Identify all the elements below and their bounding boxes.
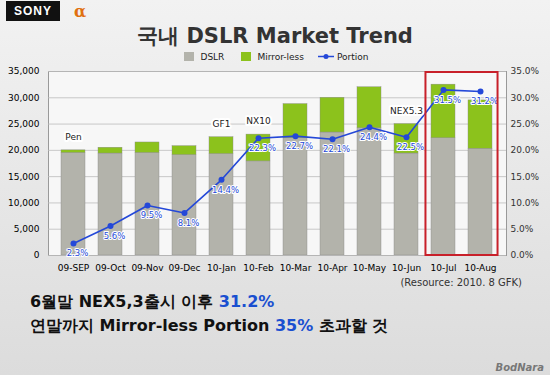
svg-text:10,000: 10,000 [8, 198, 40, 208]
svg-text:09-Dec: 09-Dec [168, 263, 200, 273]
svg-text:25.0%: 25.0% [511, 119, 540, 129]
svg-text:10-Apr: 10-Apr [317, 263, 347, 273]
svg-text:5.0%: 5.0% [511, 224, 534, 234]
svg-text:9.5%: 9.5% [141, 210, 163, 220]
svg-text:24.4%: 24.4% [360, 132, 387, 142]
svg-text:10-Mar: 10-Mar [280, 263, 312, 273]
svg-text:09-SEP: 09-SEP [58, 263, 90, 273]
svg-text:10-Jan: 10-Jan [207, 263, 236, 273]
svg-text:NX10: NX10 [246, 116, 271, 126]
svg-text:GF1: GF1 [213, 119, 231, 129]
svg-text:10-Jul: 10-Jul [430, 263, 456, 273]
svg-text:10-Jun: 10-Jun [392, 263, 421, 273]
svg-text:35.0%: 35.0% [511, 66, 540, 76]
html-text:Portion: Portion [337, 51, 369, 62]
svg-text:22.3%: 22.3% [249, 143, 276, 153]
html-text:Mirror-less: Mirror-less [257, 51, 304, 62]
svg-text:31.5%: 31.5% [434, 95, 461, 105]
svg-text:0: 0 [34, 250, 40, 260]
svg-text:09-Nov: 09-Nov [131, 263, 164, 273]
svg-text:0.0%: 0.0% [511, 250, 534, 260]
svg-text:22.1%: 22.1% [323, 144, 350, 154]
svg-text:20.0%: 20.0% [511, 145, 540, 155]
svg-text:25,000: 25,000 [8, 119, 40, 129]
svg-text:20,000: 20,000 [8, 145, 40, 155]
svg-text:2.3%: 2.3% [67, 248, 89, 258]
svg-text:09-Oct: 09-Oct [95, 263, 126, 273]
svg-text:30.0%: 30.0% [511, 93, 540, 103]
html-text:국내 DSLR Market Trend: 국내 DSLR Market Trend [137, 24, 413, 48]
svg-text:35,000: 35,000 [8, 66, 40, 76]
svg-text:8.1%: 8.1% [178, 218, 200, 228]
svg-text:10.0%: 10.0% [511, 198, 540, 208]
svg-text:15,000: 15,000 [8, 172, 40, 182]
svg-text:Pen: Pen [65, 132, 81, 142]
svg-text:10-Feb: 10-Feb [243, 263, 274, 273]
svg-text:22.7%: 22.7% [286, 141, 313, 151]
svg-text:NEX5.3: NEX5.3 [390, 106, 423, 116]
svg-text:10-May: 10-May [353, 263, 387, 273]
html-text:α: α [74, 1, 87, 21]
svg-text:14.4%: 14.4% [212, 185, 239, 195]
html-text:SONY: SONY [14, 4, 52, 18]
html-text:(Resource: 2010. 8 GFK): (Resource: 2010. 8 GFK) [400, 277, 522, 288]
svg-text:15.0%: 15.0% [511, 172, 540, 182]
svg-text:31.2%: 31.2% [471, 96, 498, 106]
html-text:연말까지 Mirror-less Portion 35%초과: 연말까지 Mirror-less Portion 35%초과할 것 [30, 316, 389, 335]
svg-text:30,000: 30,000 [8, 93, 40, 103]
html-text:BodNara: BodNara [495, 362, 544, 373]
html-text:DSLR: DSLR [200, 51, 225, 62]
html-text:6월말 NEX5,3출시 이후31.2%: 6월말 NEX5,3출시 이후31.2% [30, 292, 275, 311]
svg-text:22.5%: 22.5% [397, 142, 424, 152]
svg-text:10-Aug: 10-Aug [464, 263, 496, 273]
svg-text:5.6%: 5.6% [104, 231, 126, 241]
svg-text:5,000: 5,000 [14, 224, 40, 234]
